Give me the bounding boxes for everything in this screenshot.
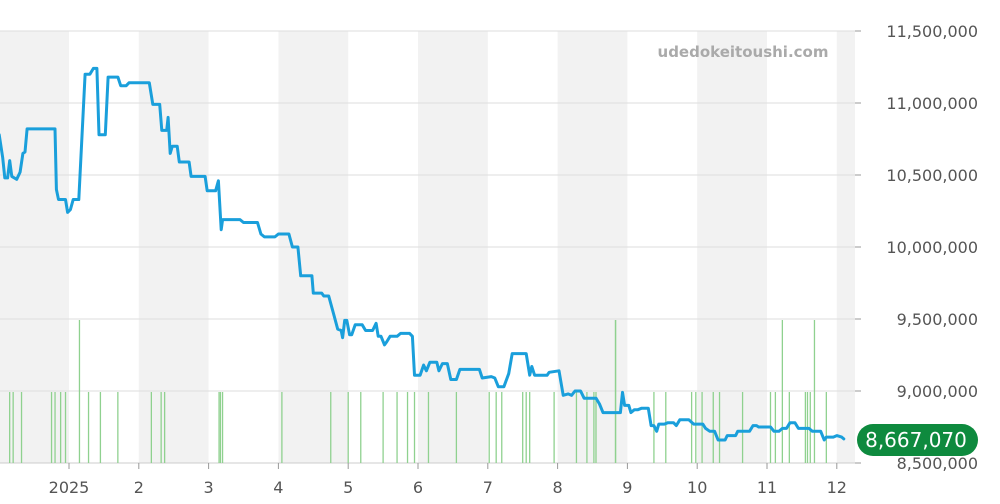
last-value-badge-bg [857,424,978,456]
x-tick-label: 8 [553,478,563,497]
y-tick-label: 11,000,000 [886,94,978,113]
x-tick-label: 2 [134,478,144,497]
watermark: udedokeitoushi.com [658,43,829,61]
volume-bars [9,320,827,463]
y-tick-label: 9,000,000 [897,382,978,401]
x-tick-label: 12 [827,478,847,497]
x-tick-label: 3 [204,478,214,497]
x-tick-label: 9 [622,478,632,497]
last-value-label: 8,667,070 [865,428,967,452]
price-line [0,66,846,442]
gridlines [0,30,855,464]
y-tick-label: 9,500,000 [897,310,978,329]
x-tick-label: 6 [413,478,423,497]
y-tick-label: 11,500,000 [886,22,978,41]
x-axis: 2025 2 3 4 5 6 7 8 9 10 11 12 [49,463,847,497]
y-tick-label: 10,500,000 [886,166,978,185]
x-tick-label: 10 [687,478,707,497]
x-tick-label: 7 [483,478,493,497]
last-value-badge: 8,667,070 [857,424,978,456]
y-axis: 11,500,000 11,000,000 10,500,000 10,000,000… [855,22,978,473]
y-tick-label: 8,500,000 [897,454,978,473]
x-tick-label: 4 [273,478,283,497]
x-tick-label: 5 [343,478,353,497]
x-tick-label: 11 [757,478,777,497]
x-tick-label: 2025 [49,478,90,497]
y-tick-label: 10,000,000 [886,238,978,257]
